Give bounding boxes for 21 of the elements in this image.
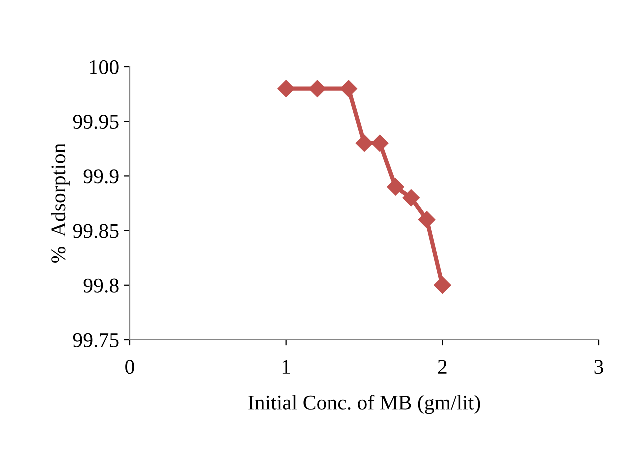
x-tick-label: 2 [438,360,447,374]
point [434,276,452,294]
point [402,189,420,207]
y-tick-label: 100 [90,60,119,74]
y-tick-label: 99.8 [84,278,119,293]
x-tick-label: 0 [126,360,134,374]
point [387,178,404,196]
x-tick-label: 3 [594,360,604,374]
point [309,80,326,98]
y-tick-label: 99.85 [73,224,119,238]
y-tick-label: 99.75 [73,333,119,348]
point [372,134,389,152]
point [340,80,358,98]
y-axis-title: % Adsorption [51,144,70,263]
y-tick-label: 99.95 [73,115,119,130]
point [356,134,374,152]
y-tick-label: 99.9 [84,170,119,184]
x-axis-title: Initial Conc. of MB (gm/lit) [248,395,480,414]
point [278,80,295,98]
point [418,211,436,228]
x-tick-label: 1 [282,360,290,374]
